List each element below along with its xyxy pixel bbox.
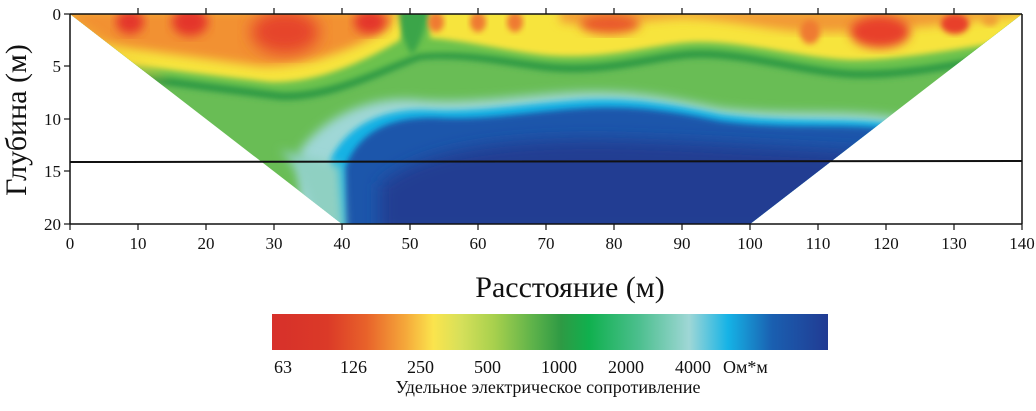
- reference-depth-line: [69, 160, 1023, 163]
- colorbar-tick-label: 250: [407, 357, 434, 377]
- x-tick-label: 140: [1009, 234, 1035, 253]
- x-axis-tick-labels: 0 10 20 30 40 50 60 70 80 90 100 110 120…: [66, 234, 1035, 253]
- tomogram-image: [70, 14, 1022, 224]
- x-tick-label: 70: [538, 234, 555, 253]
- y-tick-label: 5: [53, 57, 62, 76]
- x-tick-label: 120: [873, 234, 899, 253]
- x-tick-label: 100: [737, 234, 763, 253]
- x-tick-label: 60: [470, 234, 487, 253]
- x-tick-label: 10: [130, 234, 147, 253]
- x-tick-label: 50: [402, 234, 419, 253]
- colorbar-unit: Ом*м: [723, 357, 768, 377]
- colorbar-tick-label: 126: [340, 357, 367, 377]
- y-tick-label: 0: [53, 5, 62, 24]
- colorbar-tick-label: 4000: [675, 357, 711, 377]
- x-tick-label: 130: [941, 234, 967, 253]
- y-axis-title: Глубина (м): [0, 44, 33, 196]
- x-tick-label: 0: [66, 234, 75, 253]
- x-tick-label: 90: [674, 234, 691, 253]
- y-axis-ticks: [64, 13, 70, 225]
- x-tick-label: 110: [806, 234, 831, 253]
- y-tick-label: 15: [44, 162, 61, 181]
- x-axis-ticks: [69, 8, 1023, 230]
- x-tick-label: 20: [198, 234, 215, 253]
- colorbar-tick-label: 1000: [541, 357, 577, 377]
- colorbar-tick-label: 63: [274, 357, 292, 377]
- x-axis-title: Расстояние (м): [475, 271, 664, 304]
- colorbar-tick-labels: 63 126 250 500 1000 2000 4000 Ом*м: [274, 357, 768, 377]
- colorbar-title: Удельное электрическое сопротивление: [396, 377, 701, 397]
- colorbar-tick-label: 500: [474, 357, 501, 377]
- y-tick-label: 10: [44, 110, 61, 129]
- x-tick-label: 30: [266, 234, 283, 253]
- x-tick-label: 40: [334, 234, 351, 253]
- x-tick-label: 80: [606, 234, 623, 253]
- colorbar-tick-label: 2000: [608, 357, 644, 377]
- y-axis-tick-labels: 0 5 10 15 20: [44, 5, 61, 234]
- y-tick-label: 20: [44, 215, 61, 234]
- colorbar: [272, 314, 828, 350]
